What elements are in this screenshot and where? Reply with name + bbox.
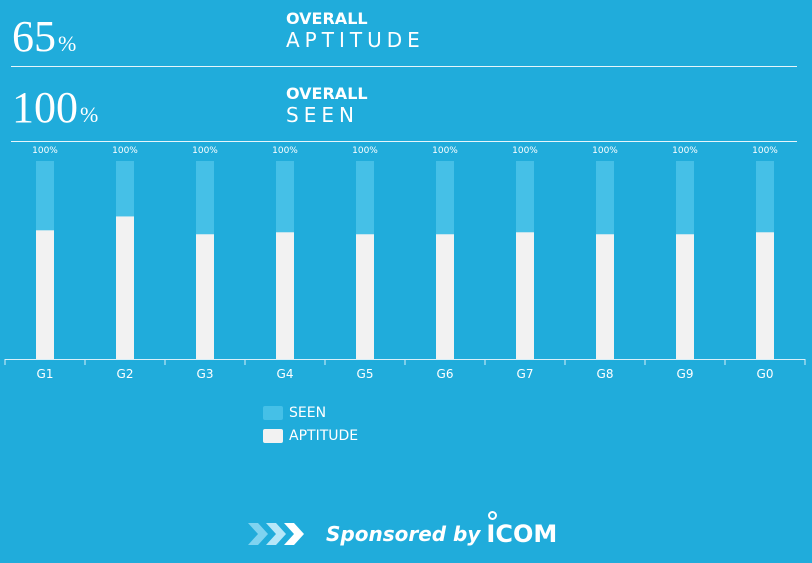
data-label-g6: 100%	[432, 146, 458, 156]
logo-ring	[488, 511, 498, 520]
bar-aptitude-g4	[276, 232, 294, 359]
bar-aptitude-g5	[356, 234, 374, 359]
bar-aptitude-g9	[676, 234, 694, 359]
aptitude-value: 65	[12, 12, 56, 61]
bar-aptitude-g2	[116, 216, 134, 359]
x-tick-label-g5: G5	[357, 367, 374, 381]
aptitude-label-bottom: APTITUDE	[286, 28, 425, 52]
legend-swatch-aptitude	[263, 428, 283, 443]
bar-aptitude-g3	[196, 234, 214, 359]
seen-label-bottom: SEEN	[286, 103, 359, 127]
x-tick-label-g1: G1	[37, 367, 54, 381]
sponsor-logo: ICOM	[486, 511, 558, 548]
data-label-g3: 100%	[192, 146, 218, 156]
x-tick-label-g2: G2	[117, 367, 134, 381]
data-label-g8: 100%	[592, 146, 618, 156]
x-tick-label-g6: G6	[437, 367, 454, 381]
chevron-arrows-icon	[248, 520, 312, 548]
seen-label: OVERALL SEEN	[286, 84, 368, 128]
x-tick-label-g0: G0	[757, 367, 774, 381]
divider	[11, 141, 797, 142]
data-label-g2: 100%	[112, 146, 138, 156]
bar-aptitude-g8	[596, 234, 614, 359]
data-label-g1: 100%	[32, 146, 58, 156]
bar-chart: 100% G1 100% G2 100% G3 100% G4 100% G5 100% G6 100%…	[4, 146, 806, 381]
aptitude-label-top: OVERALL	[286, 9, 368, 28]
data-label-g0: 100%	[752, 146, 778, 156]
x-tick-label-g3: G3	[197, 367, 214, 381]
data-label-g7: 100%	[512, 146, 538, 156]
bar-aptitude-g0	[756, 232, 774, 359]
x-tick-label-g7: G7	[517, 367, 534, 381]
sponsor-banner[interactable]: Sponsored by ICOM	[248, 511, 558, 554]
bar-aptitude-g7	[516, 232, 534, 359]
bar-aptitude-g1	[36, 230, 54, 359]
overall-seen-stat: 100% OVERALL SEEN	[0, 67, 812, 141]
aptitude-unit: %	[58, 31, 77, 56]
chart-legend: SEEN APTITUDE	[263, 401, 358, 447]
legend-item-aptitude: APTITUDE	[263, 424, 358, 447]
legend-swatch-seen	[263, 405, 283, 420]
divider	[11, 66, 797, 67]
seen-label-top: OVERALL	[286, 84, 368, 103]
x-tick-label-g8: G8	[597, 367, 614, 381]
data-label-g4: 100%	[272, 146, 298, 156]
seen-unit: %	[80, 102, 99, 127]
sponsor-text: Sponsored by	[326, 522, 481, 546]
seen-value: 100	[12, 83, 78, 132]
aptitude-percentage: 65%	[12, 15, 76, 59]
overall-aptitude-stat: 65% OVERALL APTITUDE	[0, 0, 812, 66]
data-label-g9: 100%	[672, 146, 698, 156]
sponsor-brand: ICOM	[486, 520, 558, 548]
x-tick-label-g4: G4	[277, 367, 294, 381]
seen-percentage: 100%	[12, 86, 98, 130]
legend-item-seen: SEEN	[263, 401, 358, 424]
aptitude-label: OVERALL APTITUDE	[286, 9, 425, 53]
legend-label-aptitude: APTITUDE	[289, 427, 359, 444]
legend-label-seen: SEEN	[289, 404, 327, 421]
bar-aptitude-g6	[436, 234, 454, 359]
x-tick-label-g9: G9	[677, 367, 694, 381]
data-label-g5: 100%	[352, 146, 378, 156]
